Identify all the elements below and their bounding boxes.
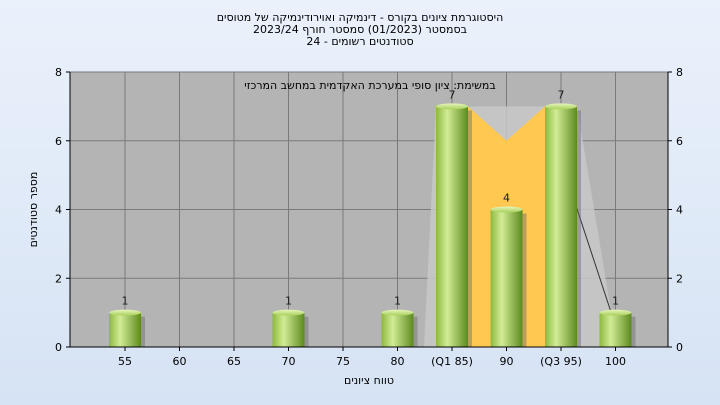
x-tick-label: 65 (227, 355, 241, 368)
bar-top (545, 103, 577, 110)
y-tick-label-right: 0 (676, 341, 683, 354)
bar-top (599, 309, 632, 316)
x-tick-label: 80 (391, 355, 405, 368)
x-tick-label: 60 (173, 355, 187, 368)
x-tick-label: 55 (118, 355, 132, 368)
y-tick-label: 8 (55, 66, 62, 79)
chart-annotation: במשימת: ציון סופי במערכת האקדמית במחשב ה… (244, 79, 496, 92)
bar (272, 312, 305, 347)
data-label: 1 (285, 295, 292, 308)
bars: 1 1 1 7 4 7 1 (109, 88, 636, 347)
y-tick-label: 4 (55, 204, 62, 217)
x-axis-label: טווח ציונים (344, 374, 394, 387)
data-label: 1 (122, 295, 129, 308)
y-tick-label-right: 4 (676, 204, 683, 217)
chart-subtitle: בסמסטר (01/2023) סמסטר חורף 2023/24 (253, 23, 467, 36)
data-label: 4 (503, 192, 510, 205)
x-tick-label: (Q1 85) (431, 355, 473, 368)
bar-top (272, 309, 305, 316)
y-tick-label: 0 (55, 341, 62, 354)
x-tick-label: 100 (605, 355, 626, 368)
axes: 0 0 2 2 4 4 6 6 8 8 55 60 65 70 75 80 (Q1 85) 90 (Q3 95) 10… (55, 66, 683, 368)
bar-top (436, 103, 468, 110)
data-label: 1 (612, 295, 619, 308)
y-tick-label: 6 (55, 135, 62, 148)
y-tick-label-right: 2 (676, 272, 683, 285)
chart-title: היסטוגרמת ציונים בקורס - דינמיקה ואוירוד… (216, 11, 504, 24)
y-tick-label-right: 8 (676, 66, 683, 79)
bar (545, 106, 577, 347)
bar (109, 312, 141, 347)
y-tick-label: 2 (55, 272, 62, 285)
bar-top (381, 309, 414, 316)
x-tick-label: 75 (336, 355, 350, 368)
bar (599, 312, 632, 347)
bar (381, 312, 414, 347)
y-axis-label: מספר סטודנטים (27, 172, 40, 248)
y-tick-label-right: 6 (676, 135, 683, 148)
x-tick-label: 90 (500, 355, 514, 368)
data-label: 7 (558, 88, 565, 101)
x-tick-label: 70 (282, 355, 296, 368)
data-label: 1 (394, 295, 401, 308)
data-label: 7 (449, 88, 456, 101)
bar (490, 209, 523, 347)
bar-top (109, 309, 141, 316)
bar-top (490, 206, 523, 213)
x-tick-label: (Q3 95) (540, 355, 582, 368)
bar (436, 106, 468, 347)
chart-registered-count: סטודנטים רשומים - 24 (306, 35, 414, 48)
chart-titles: היסטוגרמת ציונים בקורס - דינמיקה ואוירוד… (0, 12, 720, 48)
